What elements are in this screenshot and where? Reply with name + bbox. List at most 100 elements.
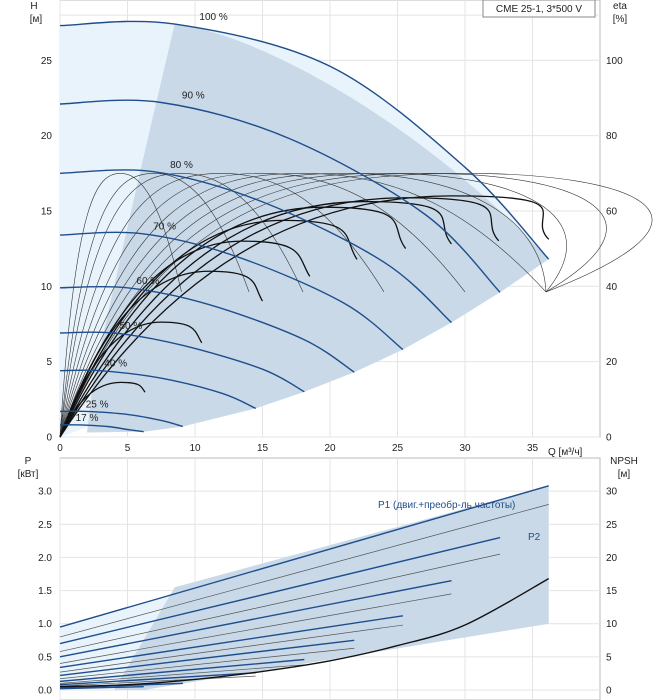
title-box: [482, 0, 596, 18]
x-tick-label: 5: [125, 443, 131, 454]
qh-curve: [59, 424, 144, 433]
speed-label: 50 %: [120, 321, 143, 332]
chart-title: CME 25-1, 3*500 V: [496, 4, 582, 15]
npsh-tick-label: 20: [606, 553, 618, 564]
p2-curve: [59, 504, 549, 638]
x-tick-label: 25: [392, 443, 404, 454]
p2-curve: [59, 553, 501, 652]
dark-range: [87, 24, 549, 433]
speed-label: 80 %: [170, 160, 193, 171]
y-tick-label: 0: [46, 433, 52, 444]
p2-curve: [59, 675, 256, 687]
p-tick-label: 0.5: [38, 652, 52, 663]
x-tick-label: 30: [459, 443, 471, 454]
eta-curves: [59, 172, 653, 438]
eta-curve: [59, 172, 182, 438]
y2-tick-label: 60: [606, 206, 618, 217]
y-tick-label: 5: [46, 357, 52, 368]
qh-curve: [59, 331, 305, 393]
p2-curve: [59, 664, 305, 684]
speed-label: 17 %: [76, 413, 99, 424]
p1-curve: [59, 536, 501, 645]
eta-total-curve: [59, 197, 500, 438]
npsh-tick-label: 0: [606, 686, 612, 697]
npsh-tick-label: 30: [606, 487, 618, 498]
y2-tick-label: 0: [606, 433, 612, 444]
qh-operating-range: [60, 21, 549, 437]
y2-tick-label: 40: [606, 282, 618, 293]
speed-label: 100 %: [199, 12, 227, 23]
eta-total-curve: [59, 206, 407, 438]
p1-curve: [59, 639, 355, 677]
p1-curve: [59, 658, 305, 683]
x-tick-label: 15: [257, 443, 269, 454]
eta-curve: [59, 172, 607, 438]
p1-label: P1 (двиг.+преобр-ль частоты): [378, 499, 515, 511]
y2-tick-label: 100: [606, 56, 623, 67]
p-axis-label: P: [25, 456, 32, 467]
npsh-tick-label: 25: [606, 520, 618, 531]
p-axis-unit: [кВт]: [18, 469, 39, 480]
eta-curve: [59, 172, 250, 438]
p-tick-label: 1.0: [38, 619, 52, 630]
qh-curve: [59, 231, 404, 351]
y2-tick-label: 20: [606, 357, 618, 368]
p1-curve: [59, 672, 256, 686]
eta-axis-label: eta: [613, 1, 627, 12]
qh-curve: [59, 99, 501, 293]
x-tick-label: 0: [57, 443, 63, 454]
y-tick-label: 15: [41, 206, 53, 217]
eta-total-curve: [59, 321, 203, 438]
eta-total-curve: [59, 195, 550, 438]
p1-curve: [59, 579, 452, 658]
speed-label: 25 %: [86, 399, 109, 410]
speed-label: 60 %: [136, 276, 159, 287]
y2-tick-label: 80: [606, 131, 618, 142]
eta-curve: [59, 172, 653, 438]
npsh-tick-label: 5: [606, 652, 612, 663]
eta-curve: [59, 172, 567, 438]
eta-total-curve: [59, 200, 453, 438]
p1-curve: [59, 485, 549, 628]
power-axes: 0.0 0.5 1.0 1.5 2.0 2.5 3.0 0 5 10 15 20 25 30: [38, 487, 617, 697]
q-axis-label: Q [м³/ч]: [548, 447, 583, 458]
speed-labels: 100 % 90 % 80 % 70 % 60 % 50 % 40 % 25 % 17 %: [76, 12, 228, 424]
p1-curve: [59, 685, 144, 690]
speed-label: 70 %: [153, 222, 176, 233]
p2-curve: [59, 593, 452, 664]
p-tick-label: 1.5: [38, 586, 52, 597]
npsh-axis-unit: [м]: [618, 469, 631, 480]
p2-curve: [59, 624, 403, 673]
qh-curves: [59, 20, 550, 433]
power-curves: [59, 485, 550, 690]
x-tick-label: 35: [527, 443, 539, 454]
power-operating-range: [60, 485, 549, 690]
qh-curve: [59, 169, 452, 324]
qh-curve: [59, 285, 355, 373]
x-tick-label: 20: [324, 443, 336, 454]
p2-curve: [59, 647, 355, 680]
p1-curve: [59, 615, 404, 669]
p-tick-label: 2.5: [38, 520, 52, 531]
eta-total-curve: [59, 240, 311, 438]
qh-curve: [59, 20, 550, 260]
eta-curve: [59, 172, 466, 438]
h-axis-unit: [м]: [30, 14, 43, 25]
y-tick-label: 25: [41, 56, 53, 67]
p2-label: P2: [528, 532, 541, 543]
y-tick-label: 10: [41, 282, 53, 293]
h-axis-label: H: [30, 1, 37, 12]
eta-curve: [59, 172, 385, 438]
npsh-tick-label: 15: [606, 586, 618, 597]
dark-range: [114, 485, 549, 690]
p-tick-label: 0.0: [38, 686, 52, 697]
speed-label: 90 %: [182, 91, 205, 102]
p-tick-label: 3.0: [38, 487, 52, 498]
qh-curve: [59, 369, 257, 410]
qh-chart: 100 % 90 % 80 % 70 % 60 % 50 % 40 % 25 % 17 % 0 5…: [30, 0, 653, 458]
npsh-tick-label: 10: [606, 619, 618, 630]
qh-curve: [59, 410, 184, 428]
qh-axes: 0 5 10 15 20 25 30 35 0 5 10 15 20 25 0 20 40 60 80 100: [41, 56, 623, 454]
eta-curve: [59, 172, 547, 438]
